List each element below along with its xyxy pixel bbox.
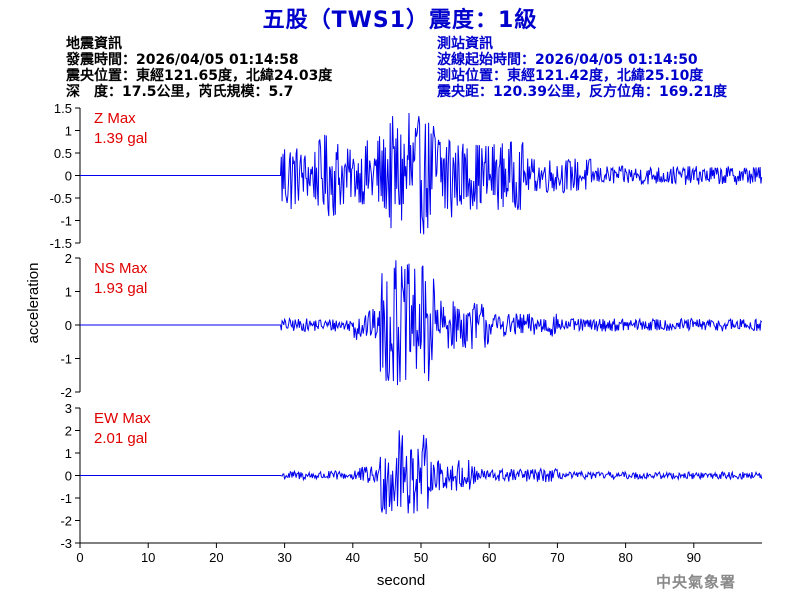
y-tick-label: 2 [65, 251, 72, 266]
page-title: 五股（TWS1）震度：1級 [262, 8, 538, 33]
y-tick-label: -2 [60, 385, 72, 400]
y-tick-label: -1.5 [50, 236, 72, 251]
y-tick-label: 1 [65, 285, 72, 300]
x-tick-label: 0 [76, 550, 83, 565]
waveform-z [80, 112, 763, 235]
brand-watermark: 中央氣象署 [656, 573, 737, 591]
y-tick-label: -3 [60, 536, 72, 551]
max-label-ns: NS Max [94, 260, 148, 277]
y-tick-label: 0 [65, 169, 72, 184]
quake-origin-time: 發震時間：2026/04/05 01:14:58 [66, 52, 299, 68]
waveform-ns [80, 260, 763, 386]
max-value-z: 1.39 gal [94, 130, 147, 147]
y-tick-label: -0.5 [50, 191, 72, 206]
max-value-ns: 1.93 gal [94, 280, 147, 297]
y-tick-label: -1 [60, 214, 72, 229]
x-tick-label: 60 [482, 550, 496, 565]
y-axis-title: acceleration [25, 263, 42, 344]
station-location: 測站位置：東經121.42度，北緯25.10度 [437, 68, 704, 84]
x-tick-label: 70 [550, 550, 564, 565]
quake-epicenter: 震央位置：東經121.65度，北緯24.03度 [66, 68, 333, 84]
y-tick-label: 1 [65, 446, 72, 461]
y-tick-label: 3 [65, 401, 72, 416]
x-tick-label: 10 [141, 550, 155, 565]
x-tick-label: 80 [618, 550, 632, 565]
quake-info-block: 地震資訊 發震時間：2026/04/05 01:14:58 震央位置：東經121… [66, 36, 332, 100]
y-tick-label: 0 [65, 469, 72, 484]
quake-info-heading: 地震資訊 [66, 36, 122, 52]
y-tick-label: 0.5 [54, 146, 72, 161]
station-wave-start: 波線起始時間：2026/04/05 01:14:50 [437, 52, 698, 68]
max-label-ew: EW Max [94, 410, 151, 427]
y-tick-label: 1.5 [54, 101, 72, 116]
station-info-block: 測站資訊 波線起始時間：2026/04/05 01:14:50 測站位置：東經1… [437, 36, 727, 100]
x-axis-title: second [377, 572, 425, 589]
quake-depth-magnitude: 深 度：17.5公里，芮氏規模：5.7 [66, 84, 294, 100]
x-tick-label: 90 [687, 550, 701, 565]
waveform-ew [80, 430, 763, 515]
x-tick-label: 40 [346, 550, 360, 565]
station-distance: 震央距：120.39公里，反方位角：169.21度 [437, 84, 728, 100]
y-tick-label: 1 [65, 124, 72, 139]
y-tick-label: 0 [65, 318, 72, 333]
max-label-z: Z Max [94, 110, 136, 127]
y-tick-label: -1 [60, 352, 72, 367]
y-tick-label: -2 [60, 514, 72, 529]
x-tick-label: 30 [277, 550, 291, 565]
y-tick-label: 2 [65, 424, 72, 439]
x-tick-label: 50 [414, 550, 428, 565]
y-tick-label: -1 [60, 491, 72, 506]
station-info-heading: 測站資訊 [437, 36, 493, 52]
x-tick-label: 20 [209, 550, 223, 565]
max-value-ew: 2.01 gal [94, 430, 147, 447]
